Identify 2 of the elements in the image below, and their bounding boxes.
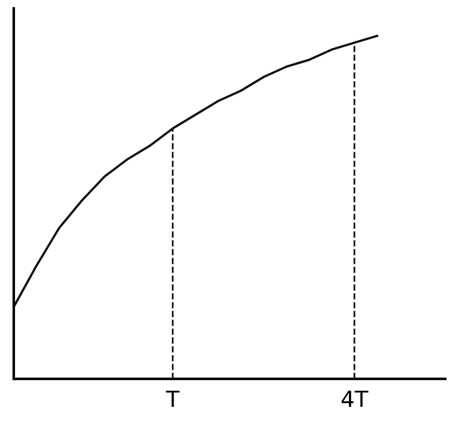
x-tick-label: 4T <box>342 390 368 407</box>
x-tick-label: T <box>166 390 180 407</box>
